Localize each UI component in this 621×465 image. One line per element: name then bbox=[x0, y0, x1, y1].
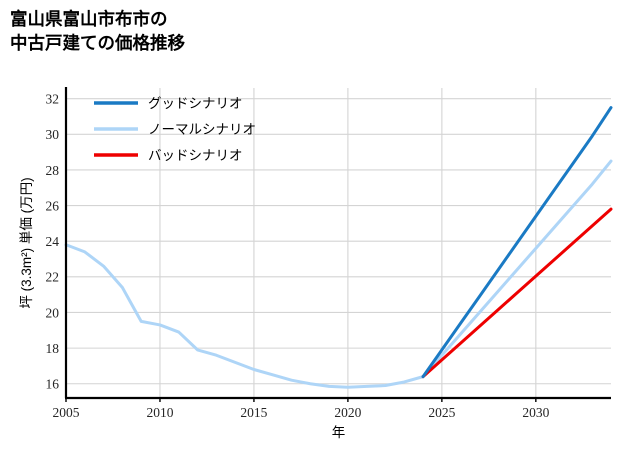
y-axis-title: 坪 (3.3m²) 単価 (万円) bbox=[19, 177, 34, 308]
series-line bbox=[421, 207, 613, 379]
legend-item-label: グッドシナリオ bbox=[148, 96, 243, 111]
x-tick-label: 2005 bbox=[53, 405, 80, 420]
y-tick-label: 18 bbox=[46, 341, 60, 356]
axes-group bbox=[64, 87, 611, 402]
series-line bbox=[64, 159, 613, 389]
series-group bbox=[64, 106, 613, 389]
y-tick-label: 24 bbox=[46, 234, 60, 249]
legend-item-label: ノーマルシナリオ bbox=[148, 122, 256, 137]
x-tick-label: 2025 bbox=[428, 405, 455, 420]
y-tick-label: 20 bbox=[46, 305, 60, 320]
y-tick-label: 28 bbox=[46, 163, 60, 178]
x-axis-title: 年 bbox=[332, 425, 346, 440]
axis-titles-group: 年 坪 (3.3m²) 単価 (万円) bbox=[19, 177, 345, 440]
series-line bbox=[421, 106, 613, 379]
y-tick-label: 32 bbox=[46, 91, 60, 106]
y-tick-label: 16 bbox=[46, 377, 60, 392]
tick-labels-group: 16 18 20 22 24 26 28 30 32 2005 2010 2015 2020 2025 20… bbox=[46, 91, 550, 420]
legend-item-label: バッドシナリオ bbox=[148, 148, 243, 163]
x-tick-label: 2020 bbox=[334, 405, 361, 420]
y-tick-label: 30 bbox=[46, 127, 60, 142]
x-tick-label: 2030 bbox=[522, 405, 549, 420]
y-tick-label: 22 bbox=[46, 270, 60, 285]
x-tick-label: 2010 bbox=[146, 405, 173, 420]
x-tick-label: 2015 bbox=[240, 405, 267, 420]
page-title: 富山県富山市布市の 中古戸建ての価格推移 bbox=[10, 9, 185, 53]
y-tick-label: 26 bbox=[46, 198, 60, 213]
